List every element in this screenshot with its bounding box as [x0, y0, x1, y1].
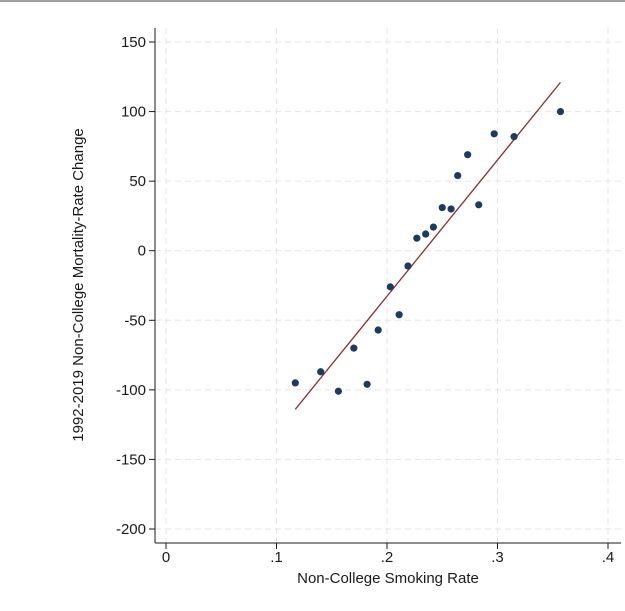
data-point — [422, 230, 430, 238]
x-tick-label: .4 — [602, 549, 615, 566]
data-point — [454, 171, 462, 180]
data-point — [404, 262, 412, 270]
data-point — [363, 380, 371, 388]
x-tick-label: .3 — [491, 549, 504, 566]
data-point — [395, 311, 403, 319]
data-point — [490, 130, 498, 138]
y-tick-label: 100 — [121, 104, 146, 121]
y-tick-label: -100 — [116, 382, 146, 399]
data-point — [291, 379, 299, 387]
data-point — [510, 133, 518, 141]
data-point — [374, 326, 382, 334]
data-point — [438, 203, 446, 212]
y-tick-label: 0 — [138, 243, 146, 260]
data-point — [317, 368, 325, 376]
data-point — [429, 223, 438, 231]
data-point — [386, 283, 394, 291]
data-point — [334, 387, 342, 395]
x-tick-label: 0 — [162, 549, 170, 566]
data-points — [291, 107, 565, 395]
x-tick-label: .1 — [270, 549, 283, 566]
data-point — [464, 151, 472, 159]
data-point — [413, 234, 421, 242]
x-tick-label: .2 — [381, 549, 394, 566]
fit-line-group — [294, 81, 561, 410]
data-point — [556, 107, 565, 116]
y-tick-label: 50 — [129, 173, 146, 190]
tick-labels: -200 -150 -100 -50 0 50 100 150 0 .1 .2 .3 .4 — [116, 34, 614, 566]
axes — [149, 28, 621, 549]
y-tick-label: -150 — [116, 451, 146, 468]
data-point — [350, 344, 358, 352]
y-tick-label: -50 — [124, 312, 146, 329]
y-tick-label: -200 — [116, 521, 146, 538]
fit-line — [294, 81, 561, 410]
data-point — [475, 201, 483, 209]
y-axis-title: 1992-2019 Non-College Mortality-Rate Cha… — [70, 128, 87, 442]
y-tick-label: 150 — [121, 34, 146, 51]
x-axis-title: Non-College Smoking Rate — [297, 570, 479, 587]
grid-lines — [155, 28, 621, 543]
data-point — [447, 205, 455, 213]
